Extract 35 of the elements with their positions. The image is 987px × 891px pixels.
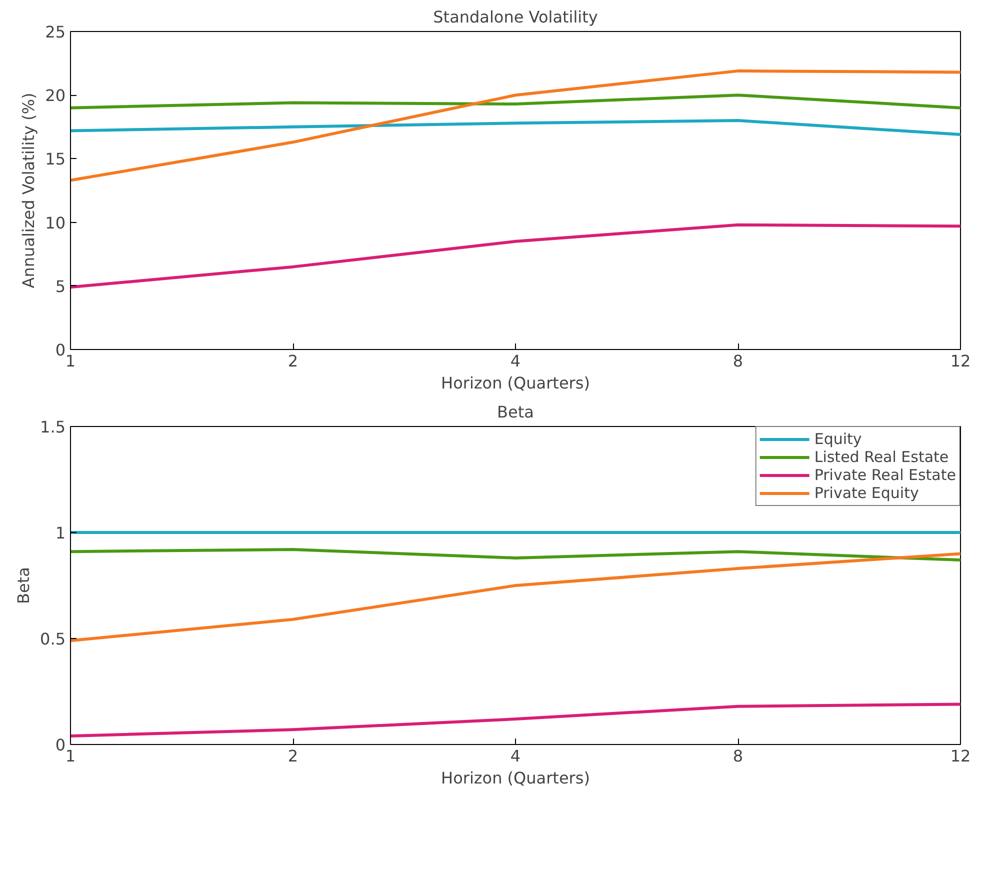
y-axis-title: Beta — [14, 567, 34, 604]
x-axis-title: Horizon (Quarters) — [441, 374, 590, 392]
y-tick-label: 25 — [45, 22, 66, 42]
y-tick-label: 20 — [45, 86, 66, 106]
line-series — [70, 548, 960, 562]
chart-title: Standalone Volatility — [433, 8, 598, 26]
line-series — [70, 702, 960, 738]
line-series — [70, 119, 960, 136]
y-tick-label: 1 — [55, 524, 66, 542]
y-tick-label: 0 — [55, 340, 66, 360]
x-tick-label: 2 — [288, 746, 298, 766]
x-tick-label: 4 — [510, 352, 521, 370]
line-series — [70, 552, 960, 642]
line-series — [70, 94, 960, 110]
legend-label: Private Equity — [814, 484, 919, 502]
chart-title: Beta — [497, 402, 534, 422]
x-tick-label: 4 — [510, 746, 521, 766]
x-tick-label: 8 — [732, 746, 744, 766]
y-tick-label: 15 — [45, 150, 66, 169]
x-axis-title: Horizon (Quarters) — [441, 768, 590, 788]
line-series — [70, 223, 960, 289]
y-tick-label: 0 — [55, 736, 66, 754]
y-axis-title: Annualized Volatility (%) — [19, 92, 38, 288]
y-tick-label: 1.5 — [40, 418, 66, 436]
line-series — [70, 69, 960, 182]
y-tick-label: 5 — [55, 276, 66, 296]
x-tick-label: 8 — [732, 352, 744, 370]
x-tick-label: 12 — [950, 352, 971, 370]
legend-label: Private Real Estate — [814, 466, 956, 484]
x-tick-label: 12 — [950, 746, 971, 766]
x-tick-label: 2 — [288, 352, 298, 370]
y-tick-label: 10 — [45, 213, 66, 232]
y-tick-label: 0.5 — [40, 630, 66, 648]
legend-label: Equity — [814, 430, 862, 448]
legend-label: Listed Real Estate — [814, 448, 949, 466]
